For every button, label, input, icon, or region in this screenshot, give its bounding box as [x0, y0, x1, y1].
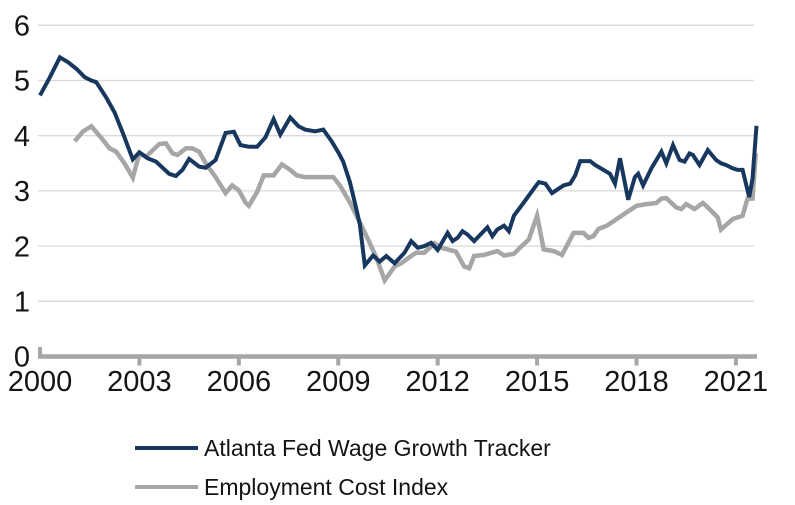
- x-axis-label-2003: 2003: [107, 366, 172, 398]
- x-axis-label-2000: 2000: [8, 366, 73, 398]
- gray-line-swatch-icon: [135, 485, 198, 489]
- chart-legend: Atlanta Fed Wage Growth Tracker Employme…: [135, 431, 551, 504]
- series-line-employment-cost-index: [73, 123, 759, 286]
- y-axis-label-3: 3: [14, 176, 30, 208]
- legend-label: Employment Cost Index: [204, 473, 449, 500]
- y-axis-label-1: 1: [14, 286, 30, 318]
- y-axis-label-4: 4: [14, 121, 30, 153]
- legend-label: Atlanta Fed Wage Growth Tracker: [204, 434, 551, 461]
- y-axis-label-0: 0: [14, 342, 30, 374]
- y-axis-label-5: 5: [14, 66, 30, 98]
- x-axis-label-2009: 2009: [306, 366, 371, 398]
- x-axis-label-2021: 2021: [704, 366, 769, 398]
- x-axis-label-2006: 2006: [207, 366, 272, 398]
- legend-item-eci: Employment Cost Index: [135, 470, 551, 504]
- y-axis-label-2: 2: [14, 231, 30, 263]
- y-axis-label-6: 6: [14, 10, 30, 42]
- x-axis-label-2012: 2012: [405, 366, 470, 398]
- series-line-atlanta-fed-wage-growth-tracker: [38, 54, 759, 271]
- x-axis-label-2015: 2015: [505, 366, 570, 398]
- x-axis-label-2018: 2018: [604, 366, 669, 398]
- navy-line-swatch-icon: [135, 446, 198, 450]
- legend-item-atlanta-fed: Atlanta Fed Wage Growth Tracker: [135, 431, 551, 465]
- wage-growth-line-chart: 0 1 2 3 4 5 6 2000 2003 2006 2009 2012 2015 2018 2021: [8, 10, 769, 398]
